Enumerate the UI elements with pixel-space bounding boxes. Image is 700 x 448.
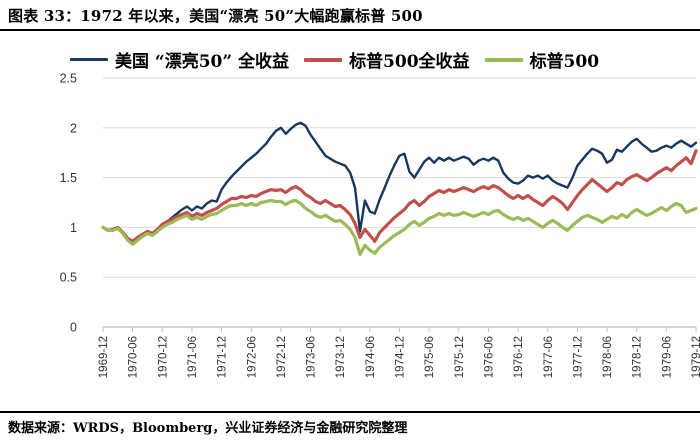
x-axis-tick-label: 1970-06 xyxy=(128,336,140,378)
legend-line-swatch-icon xyxy=(304,57,343,62)
y-axis-tick-label: 0 xyxy=(70,321,77,335)
footer-divider xyxy=(0,411,700,413)
y-axis-tick-label: 0.5 xyxy=(60,271,77,285)
y-axis-tick-label: 2 xyxy=(70,121,77,135)
x-axis-tick-label: 1979-12 xyxy=(691,336,700,378)
x-axis-tick-label: 1977-06 xyxy=(543,336,555,378)
x-axis-tick-label: 1969-12 xyxy=(98,336,110,378)
y-axis-tick-label: 1 xyxy=(70,221,77,235)
x-axis-tick-label: 1974-06 xyxy=(365,336,377,378)
x-axis-tick-label: 1975-06 xyxy=(424,336,436,378)
figure-title: 图表 33：1972 年以来，美国“漂亮 50”大幅跑赢标普 500 xyxy=(8,7,423,25)
series-line-1 xyxy=(101,149,698,243)
x-axis-tick-label: 1976-12 xyxy=(513,336,525,378)
y-axis-tick-label: 2.5 xyxy=(60,72,77,86)
x-axis-tick-label: 1972-06 xyxy=(246,336,258,378)
legend-item-0: 美国 “漂亮50” 全收益 xyxy=(70,47,289,72)
legend-item-1: 标普500全收益 xyxy=(304,47,470,72)
legend-label: 标普500全收益 xyxy=(349,52,470,72)
y-axis-tick-label: 1.5 xyxy=(60,171,77,185)
x-axis-tick-label: 1973-06 xyxy=(306,336,318,378)
legend-label: 标普500 xyxy=(529,52,600,72)
x-axis-tick-label: 1972-12 xyxy=(276,336,288,378)
x-axis-tick-label: 1976-06 xyxy=(483,336,495,378)
x-axis-tick-label: 1970-12 xyxy=(157,336,169,378)
chart-legend: 美国 “漂亮50” 全收益 标普500全收益 标普500 xyxy=(70,47,690,72)
title-divider xyxy=(0,29,700,31)
x-axis-tick-label: 1978-12 xyxy=(632,336,644,378)
data-source-note: 数据来源：WRDS，Bloomberg，兴业证券经济与金融研究院整理 xyxy=(8,421,408,436)
series-line-0 xyxy=(101,121,698,245)
series-line-2 xyxy=(101,198,698,256)
legend-label: 美国 “漂亮50” 全收益 xyxy=(115,52,290,72)
x-axis-tick-label: 1977-12 xyxy=(572,336,584,378)
x-axis-tick-label: 1979-06 xyxy=(661,336,673,378)
legend-line-swatch-icon xyxy=(70,58,108,61)
x-axis-tick-label: 1973-12 xyxy=(335,336,347,378)
x-axis-tick-label: 1974-12 xyxy=(395,336,407,378)
legend-item-2: 标普500 xyxy=(484,47,600,72)
x-axis-tick-label: 1971-06 xyxy=(187,336,199,378)
x-axis-tick-label: 1978-06 xyxy=(602,336,614,378)
x-axis-tick-label: 1971-12 xyxy=(217,336,229,378)
x-axis-tick-label: 1975-12 xyxy=(454,336,466,378)
legend-line-swatch-icon xyxy=(484,57,523,62)
